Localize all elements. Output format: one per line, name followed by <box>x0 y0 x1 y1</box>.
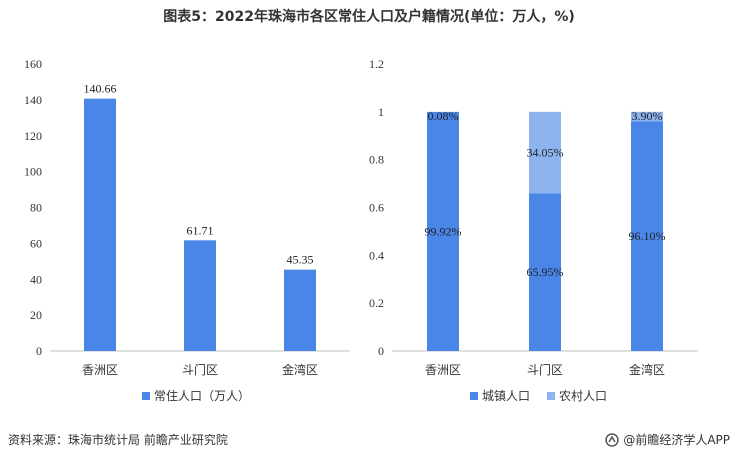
y-tick-label: 160 <box>24 57 42 71</box>
y-tick-label: 40 <box>30 272 42 286</box>
y-tick-label: 1.2 <box>369 57 384 71</box>
legend-label: 常住人口（万人） <box>154 389 250 403</box>
y-tick-label: 120 <box>24 129 42 143</box>
bar-2 <box>284 269 316 351</box>
data-label: 45.35 <box>287 253 314 267</box>
y-tick-label: 0.4 <box>369 248 384 262</box>
category-label: 斗门区 <box>182 362 218 377</box>
stack-segment-0 <box>631 121 663 352</box>
data-label: 65.95% <box>527 265 564 279</box>
data-label: 3.90% <box>632 109 663 123</box>
y-tick-label: 100 <box>24 165 42 179</box>
data-label: 99.92% <box>425 225 462 239</box>
chart-title: 图表5：2022年珠海市各区常住人口及户籍情况(单位：万人，%) <box>163 9 575 25</box>
legend-swatch <box>547 392 555 400</box>
category-label: 香洲区 <box>425 363 461 377</box>
legend-swatch <box>470 392 478 400</box>
brand-text: @前瞻经济学人APP <box>623 433 730 447</box>
data-label: 0.08% <box>428 109 459 123</box>
brand: @前瞻经济学人APP <box>605 431 730 448</box>
stack-segment-0 <box>427 112 459 352</box>
data-label: 96.10% <box>629 229 666 243</box>
footer: 资料来源：珠海市统计局 前瞻产业研究院 @前瞻经济学人APP <box>8 431 730 451</box>
y-tick-label: 0 <box>36 344 42 358</box>
legend-swatch <box>142 392 150 400</box>
y-tick-label: 0.8 <box>369 153 384 167</box>
y-tick-label: 0.6 <box>369 201 384 215</box>
data-label: 61.71 <box>187 223 214 237</box>
category-label: 斗门区 <box>527 362 563 377</box>
data-label: 140.66 <box>84 82 117 96</box>
legend-label: 城镇人口 <box>482 389 530 403</box>
source-text: 资料来源：珠海市统计局 前瞻产业研究院 <box>8 433 228 447</box>
y-tick-label: 20 <box>30 308 42 322</box>
stack-segment-1 <box>631 111 663 122</box>
y-tick-label: 0 <box>378 344 384 358</box>
y-tick-label: 60 <box>30 236 42 250</box>
category-label: 金湾区 <box>282 362 318 377</box>
category-label: 金湾区 <box>629 362 665 377</box>
data-label: 34.05% <box>527 146 564 160</box>
bar-1 <box>184 240 216 351</box>
stack-segment-1 <box>529 111 561 194</box>
legend-label: 农村人口 <box>559 389 607 403</box>
y-tick-label: 0.2 <box>369 296 384 310</box>
y-tick-label: 140 <box>24 93 42 107</box>
brand-logo-icon <box>605 432 620 447</box>
stack-segment-0 <box>529 193 561 351</box>
y-tick-label: 80 <box>30 201 42 215</box>
y-tick-label: 1 <box>378 105 384 119</box>
category-label: 香洲区 <box>82 363 118 377</box>
bar-0 <box>84 98 116 351</box>
